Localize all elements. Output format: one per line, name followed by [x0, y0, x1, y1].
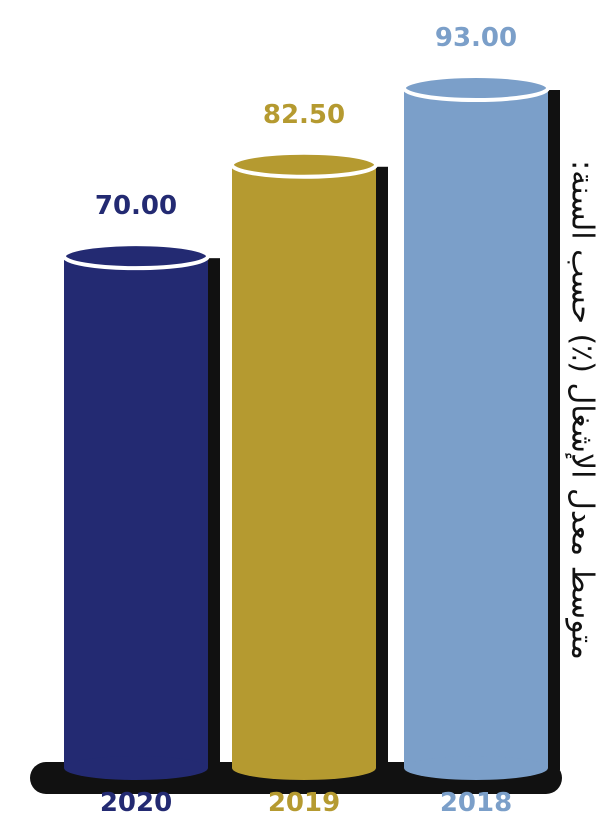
bar — [64, 256, 208, 768]
bar-bottom — [232, 756, 376, 780]
bar — [404, 88, 548, 768]
data-label: 82.50 — [263, 100, 345, 130]
bar-top — [62, 242, 210, 271]
x-tick-label: 2020 — [100, 788, 172, 818]
data-label: 70.00 — [95, 191, 177, 221]
labels-group: 70.00 2020 82.50 2019 93.00 2018 — [95, 23, 517, 818]
bar-top — [230, 150, 378, 179]
y-axis-title: متوسط معدل الإشغال (٪) حسب السنة: — [564, 160, 600, 660]
x-tick-label: 2019 — [268, 788, 340, 818]
x-tick-label: 2018 — [440, 788, 512, 818]
bars-group — [30, 74, 562, 794]
bar-bottom — [404, 756, 548, 780]
data-label: 93.00 — [435, 23, 517, 53]
bar — [232, 164, 376, 769]
bar-bottom — [64, 756, 208, 780]
bar-top — [402, 74, 550, 102]
